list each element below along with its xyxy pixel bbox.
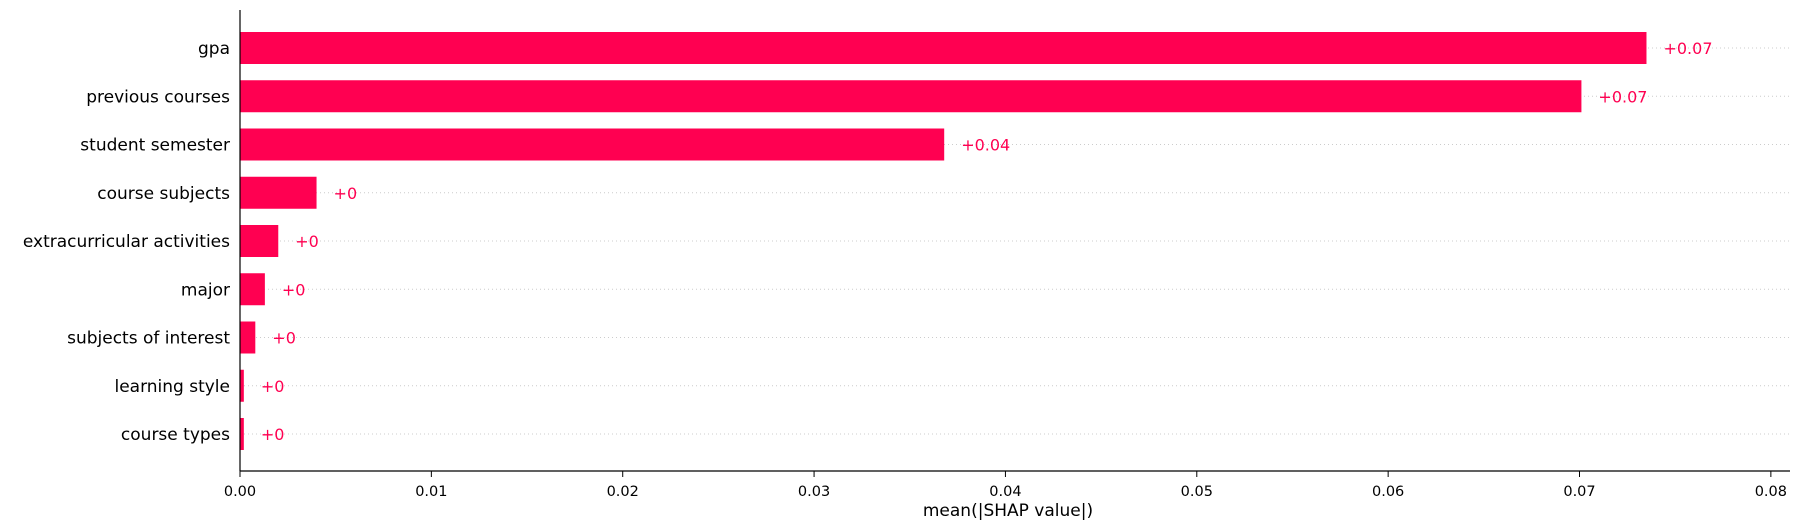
x-tick-label: 0.07: [1563, 484, 1595, 500]
bar-student-semester: [240, 128, 945, 161]
feature-label: course subjects: [97, 184, 230, 204]
value-label: +0: [334, 184, 358, 203]
bar-previous-courses: [240, 80, 1582, 113]
bar-major: [240, 273, 265, 306]
bar-course-subjects: [240, 176, 317, 209]
value-label: +0.07: [1663, 39, 1712, 58]
x-tick-label: 0.02: [607, 484, 639, 500]
bars: [240, 32, 1647, 450]
feature-labels: gpa previous courses student semester cours…: [23, 39, 230, 445]
feature-label: previous courses: [86, 87, 230, 107]
value-label: +0: [282, 280, 306, 299]
feature-label: gpa: [198, 39, 230, 59]
bar-subjects-of-interest: [240, 321, 256, 354]
feature-label: student semester: [80, 136, 230, 156]
x-tick-label: 0.05: [1181, 484, 1213, 500]
bar-course-types: [240, 418, 244, 450]
feature-label: extracurricular activities: [23, 232, 230, 252]
feature-label: major: [181, 280, 230, 300]
x-tick-label: 0.03: [798, 484, 830, 500]
axes: 0.00 0.01 0.02 0.03 0.04 0.05 0.06 0.07 0.08: [224, 10, 1790, 500]
value-labels: +0.07 +0.07 +0.04 +0 +0 +0 +0 +0 +0: [261, 39, 1713, 444]
x-tick-label: 0.04: [989, 484, 1021, 500]
value-label: +0: [272, 329, 296, 348]
value-label: +0: [295, 232, 319, 251]
x-axis-title: mean(|SHAP value|): [923, 501, 1093, 521]
x-tick-label: 0.01: [415, 484, 447, 500]
feature-label: course types: [121, 425, 230, 445]
x-tick-label: 0.06: [1372, 484, 1404, 500]
feature-label: learning style: [114, 377, 230, 397]
bar-learning-style: [240, 369, 244, 402]
x-tick-label: 0.00: [224, 484, 256, 500]
value-label: +0.04: [961, 136, 1010, 155]
bar-gpa: [240, 32, 1647, 64]
value-label: +0: [261, 425, 285, 444]
value-label: +0.07: [1598, 87, 1647, 106]
x-tick-label: 0.08: [1755, 484, 1787, 500]
feature-label: subjects of interest: [67, 329, 230, 349]
value-label: +0: [261, 377, 285, 396]
bar-extracurricular-activities: [240, 225, 279, 257]
